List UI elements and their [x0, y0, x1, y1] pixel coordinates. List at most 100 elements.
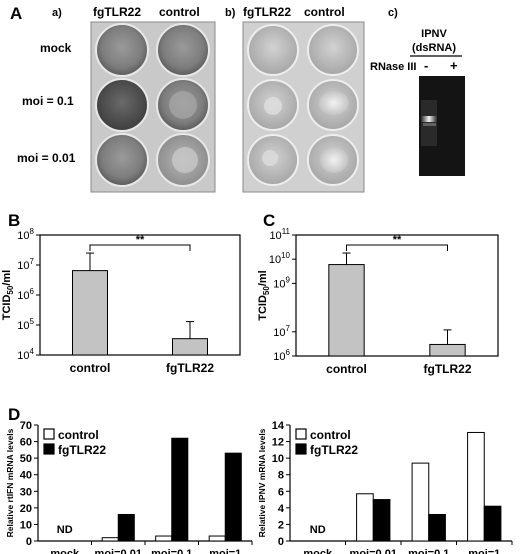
x-tick-label: moi=0.01 [350, 548, 397, 554]
well-plate-b [242, 21, 365, 193]
panel-letter-a: A [10, 4, 22, 23]
x-tick-label: control [70, 361, 111, 375]
y-tick-label: 30 [20, 486, 32, 498]
bar-fgTLR22-moi=1 [483, 505, 502, 542]
bar-fgTLR22 [172, 338, 208, 356]
y-tick-label: 10 [20, 519, 32, 531]
y-tick-label: 1010 [269, 251, 291, 266]
y-tick-label: 12 [272, 437, 284, 449]
bar-control-moi=1 [467, 431, 485, 542]
y-tick-label: 60 [20, 437, 32, 449]
gel-title-dsrna: (dsRNA) [412, 42, 456, 54]
bar-control-moi=0.01 [356, 493, 374, 542]
x-tick-label: fgTLR22 [166, 361, 214, 375]
bar-control-moi=0.1 [155, 535, 173, 542]
row-label-moi-001: moi = 0.01 [17, 151, 76, 165]
col-label-control-b: control [304, 5, 345, 19]
bar-fgTLR22-moi=0.01 [117, 513, 135, 542]
gel-lane-plus: + [450, 58, 458, 73]
y-tick-label: 10 [272, 453, 284, 465]
panel-a: A a) fgTLR22 control b) fgTLR22 control … [10, 4, 465, 193]
y-tick-label: 0 [278, 536, 284, 548]
x-tick-label: moi=0.01 [95, 548, 142, 554]
bar-fgTLR22 [429, 343, 466, 357]
subpanel-b-label: b) [225, 7, 236, 19]
x-tick-label: moi=1 [468, 548, 500, 554]
y-tick-label: 2 [278, 519, 284, 531]
row-label-mock: mock [40, 41, 72, 55]
legend-label-control: control [58, 428, 99, 442]
y-tick-label: 0 [26, 536, 32, 548]
y-tick-label: 50 [20, 453, 32, 465]
y-tick-label: 107 [273, 324, 290, 339]
subpanel-a-label: a) [52, 7, 62, 19]
bar-fgTLR22-moi=0.01 [372, 499, 391, 542]
y-tick-label: 40 [20, 470, 32, 482]
x-tick-label: fgTLR22 [424, 362, 472, 376]
gel-title-ipnv: IPNV [421, 28, 447, 40]
chart-B: 104 105 106 107 108 TCID50/ml control fgTLR22 ** [1, 227, 241, 375]
gel-lane-minus: - [424, 58, 428, 73]
panel-letter-d: D [8, 405, 20, 424]
x-tick-label: mock [50, 548, 80, 554]
bar-fgTLR22-moi=0.1 [171, 437, 189, 542]
bar-control-moi=1 [208, 535, 226, 542]
chart-C: 106 107 109 1010 1011 TCID50/ml control fgTLR22… [257, 227, 499, 376]
bar-control [328, 264, 365, 357]
col-label-fgtlr22-a: fgTLR22 [93, 5, 141, 19]
y-tick-label: 108 [17, 227, 34, 242]
bar-fgTLR22-moi=1 [224, 452, 242, 542]
y-tick-label: 109 [273, 275, 290, 290]
nd-annotation: ND [310, 524, 326, 536]
col-label-fgtlr22-b: fgTLR22 [243, 5, 291, 19]
y-tick-label: 104 [17, 347, 34, 362]
chart-D-left: 0 10 20 30 40 50 60 70 Relative rtIFN mRNA level… [5, 420, 253, 554]
significance-label: ** [393, 234, 402, 246]
col-label-control-a: control [159, 5, 200, 19]
plot-frame [295, 234, 499, 357]
y-tick-label: 107 [17, 257, 34, 272]
well-plate-a [90, 21, 216, 193]
legend-swatch-fgTLR22 [295, 443, 307, 455]
plot-frame [39, 234, 241, 356]
significance-bracket [89, 244, 191, 251]
legend-swatch-control [43, 428, 55, 440]
gel-panel-c: IPNV (dsRNA) RNase III - + [370, 28, 465, 176]
y-tick-label: 106 [273, 348, 290, 363]
x-tick-label: mock [303, 548, 333, 554]
subpanel-c-label: c) [388, 7, 398, 19]
legend-label-control: control [310, 428, 351, 442]
x-tick-label: control [326, 362, 367, 376]
y-tick-label: 105 [17, 317, 34, 332]
legend-swatch-control [295, 428, 307, 440]
x-tick-label: moi=0.1 [408, 548, 449, 554]
legend-swatch-fgTLR22 [43, 443, 55, 455]
y-axis-label: TCID50/ml [1, 270, 15, 320]
bar-control-moi=0.01 [101, 537, 119, 542]
gel-rnase-label: RNase III [370, 61, 416, 73]
significance-bracket [346, 244, 448, 251]
y-tick-label: 70 [20, 420, 32, 432]
y-axis-label: Relative IPNV mRNA levels [257, 428, 267, 537]
x-tick-label: moi=0.1 [151, 548, 192, 554]
y-tick-label: 14 [272, 420, 285, 432]
y-tick-label: 8 [278, 470, 284, 482]
y-axis-label: Relative rtIFN mRNA levels [5, 428, 15, 537]
y-tick-label: 1011 [269, 227, 290, 242]
gel-band [421, 116, 437, 122]
y-axis-label: TCID50/ml [257, 270, 271, 320]
chart-D-right: 0 2 4 6 8 10 12 14 Relative IPNV mRNA levels mock… [257, 420, 513, 554]
significance-label: ** [136, 234, 145, 246]
legend-label-fgTLR22: fgTLR22 [58, 443, 106, 457]
x-tick-label: moi=1 [209, 548, 241, 554]
row-label-moi-01: moi = 0.1 [22, 94, 74, 108]
bar-control [72, 270, 108, 356]
nd-annotation: ND [57, 524, 73, 536]
y-tick-label: 6 [278, 486, 284, 498]
y-tick-label: 20 [20, 503, 32, 515]
panel-letter-b: B [8, 211, 20, 230]
bar-fgTLR22-moi=0.1 [428, 513, 446, 542]
